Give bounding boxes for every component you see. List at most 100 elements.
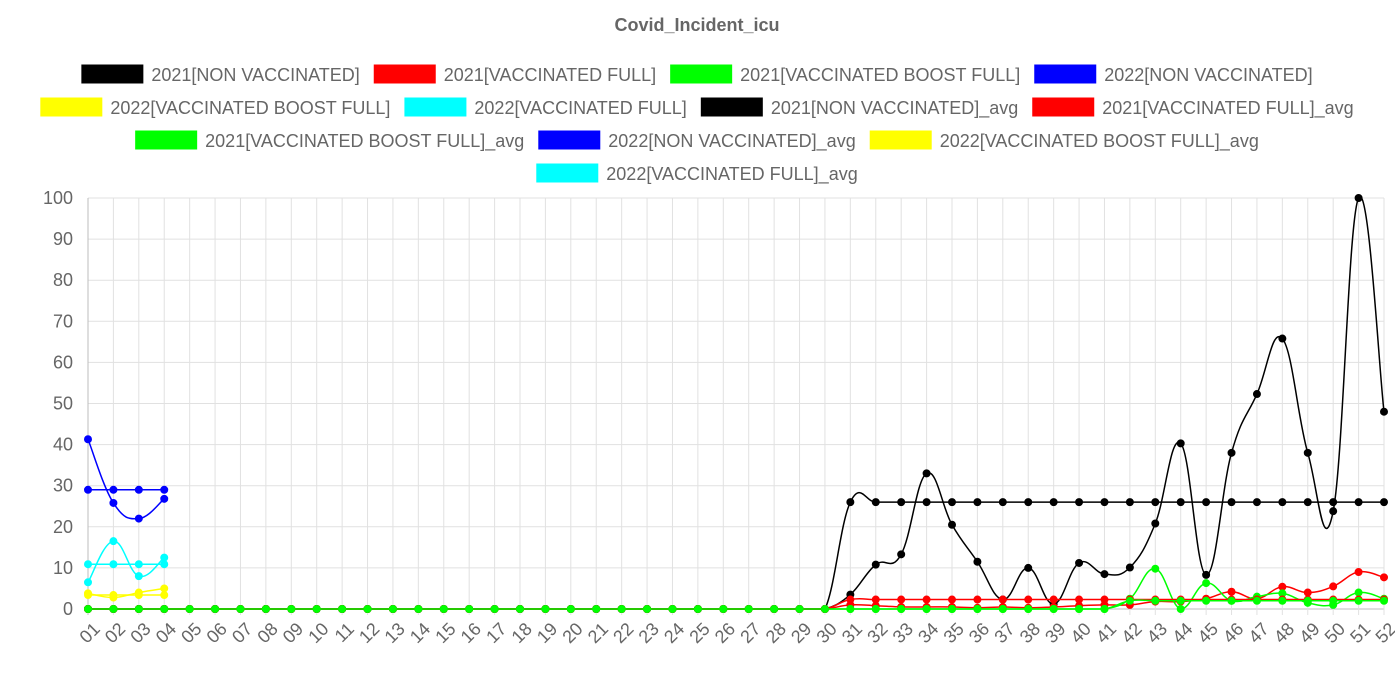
data-point[interactable] [1075, 558, 1084, 567]
data-point[interactable] [1202, 570, 1211, 579]
data-point[interactable] [84, 560, 92, 569]
data-point[interactable] [1354, 596, 1363, 605]
legend-item[interactable]: 2022[VACCINATED BOOST FULL]_avg [869, 130, 1259, 153]
data-point[interactable] [922, 605, 931, 613]
data-point[interactable] [719, 605, 728, 613]
data-point[interactable] [1151, 498, 1160, 507]
data-point[interactable] [1252, 596, 1261, 605]
data-point[interactable] [160, 485, 169, 494]
data-point[interactable] [1354, 194, 1363, 202]
data-point[interactable] [1075, 595, 1084, 604]
data-point[interactable] [1303, 588, 1312, 597]
data-point[interactable] [1049, 595, 1058, 604]
data-point[interactable] [1176, 498, 1185, 507]
legend-item[interactable]: 2022[VACCINATED FULL] [404, 97, 687, 119]
data-point[interactable] [1024, 605, 1033, 613]
data-point[interactable] [134, 591, 143, 600]
data-point[interactable] [134, 560, 143, 569]
data-point[interactable] [1125, 498, 1134, 507]
data-point[interactable] [1227, 587, 1236, 596]
data-point[interactable] [160, 553, 169, 562]
data-point[interactable] [693, 605, 702, 613]
data-point[interactable] [871, 560, 880, 569]
data-point[interactable] [363, 605, 372, 613]
data-point[interactable] [1049, 498, 1058, 507]
data-point[interactable] [1354, 568, 1363, 577]
data-point[interactable] [1303, 448, 1312, 457]
data-point[interactable] [1329, 507, 1338, 516]
data-point[interactable] [1252, 498, 1261, 507]
data-point[interactable] [1100, 498, 1109, 507]
legend-item[interactable]: 2022[VACCINATED FULL]_avg [536, 163, 858, 186]
data-point[interactable] [973, 595, 982, 604]
data-point[interactable] [84, 591, 92, 600]
data-point[interactable] [1278, 582, 1287, 591]
data-point[interactable] [261, 605, 270, 613]
data-point[interactable] [1049, 605, 1058, 613]
data-point[interactable] [134, 572, 143, 581]
data-point[interactable] [84, 605, 92, 613]
data-point[interactable] [160, 591, 169, 600]
data-point[interactable] [846, 595, 855, 604]
data-point[interactable] [770, 605, 779, 613]
legend-item[interactable]: 2021[VACCINATED FULL]_avg [1032, 97, 1354, 120]
data-point[interactable] [338, 605, 347, 613]
data-point[interactable] [897, 550, 906, 559]
data-point[interactable] [922, 469, 931, 478]
legend-item[interactable]: 2021[VACCINATED BOOST FULL]_avg [135, 130, 524, 153]
data-point[interactable] [185, 605, 194, 613]
data-point[interactable] [1329, 498, 1338, 507]
data-point[interactable] [1278, 596, 1287, 605]
data-point[interactable] [1380, 573, 1388, 582]
data-point[interactable] [84, 435, 92, 444]
data-point[interactable] [134, 605, 143, 613]
data-point[interactable] [160, 494, 169, 503]
data-point[interactable] [1151, 519, 1160, 528]
data-point[interactable] [287, 605, 296, 613]
data-point[interactable] [1380, 498, 1388, 507]
data-point[interactable] [134, 514, 143, 523]
data-point[interactable] [1303, 498, 1312, 507]
data-point[interactable] [998, 498, 1007, 507]
data-point[interactable] [1202, 579, 1211, 588]
data-point[interactable] [897, 595, 906, 604]
data-point[interactable] [948, 520, 956, 529]
data-point[interactable] [1024, 563, 1033, 572]
data-point[interactable] [109, 498, 118, 507]
legend-item[interactable]: 2021[NON VACCINATED]_avg [700, 97, 1018, 120]
data-point[interactable] [1202, 498, 1211, 507]
legend-item[interactable]: 2022[NON VACCINATED]_avg [538, 130, 856, 153]
data-point[interactable] [236, 605, 245, 613]
data-point[interactable] [388, 605, 397, 613]
data-point[interactable] [973, 557, 982, 566]
data-point[interactable] [1202, 596, 1211, 605]
data-point[interactable] [84, 578, 92, 587]
data-point[interactable] [871, 605, 880, 613]
legend-item[interactable]: 2021[NON VACCINATED] [81, 64, 360, 86]
data-point[interactable] [1303, 596, 1312, 605]
legend-item[interactable]: 2022[NON VACCINATED] [1034, 64, 1313, 86]
data-point[interactable] [109, 485, 118, 494]
data-point[interactable] [1354, 588, 1363, 597]
legend-item[interactable]: 2021[VACCINATED FULL] [373, 64, 656, 86]
data-point[interactable] [1252, 390, 1261, 399]
data-point[interactable] [617, 605, 626, 613]
data-point[interactable] [948, 498, 956, 507]
data-point[interactable] [160, 584, 169, 593]
data-point[interactable] [871, 595, 880, 604]
data-point[interactable] [109, 537, 118, 546]
data-point[interactable] [1278, 498, 1287, 507]
data-point[interactable] [1227, 596, 1236, 605]
data-point[interactable] [109, 560, 118, 569]
data-point[interactable] [846, 605, 855, 613]
data-point[interactable] [948, 595, 956, 604]
data-point[interactable] [998, 605, 1007, 613]
data-point[interactable] [668, 605, 677, 613]
data-point[interactable] [1176, 596, 1185, 605]
data-point[interactable] [516, 605, 524, 613]
data-point[interactable] [465, 605, 474, 613]
data-point[interactable] [541, 605, 550, 613]
data-point[interactable] [109, 591, 118, 600]
data-point[interactable] [1024, 498, 1033, 507]
data-point[interactable] [160, 605, 169, 613]
